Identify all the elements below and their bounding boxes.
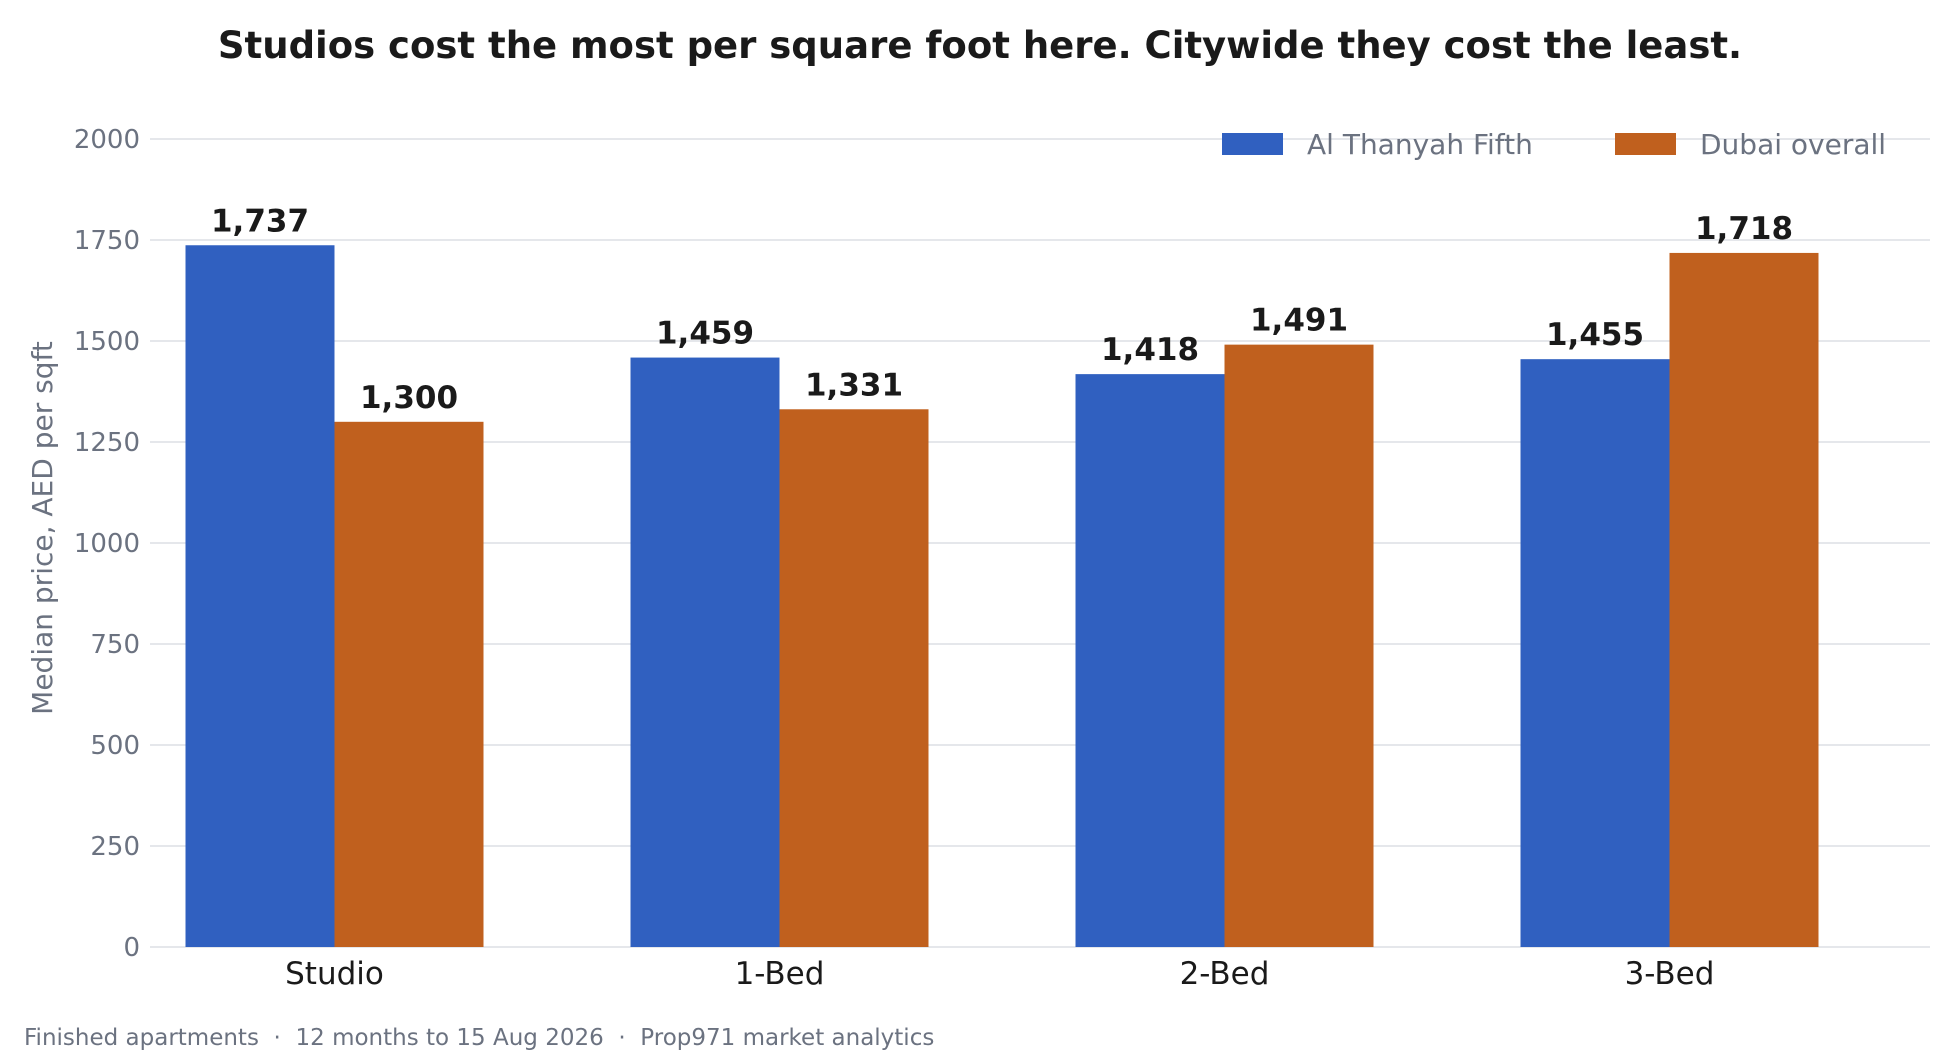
bar	[185, 245, 335, 947]
x-category-label: 2-Bed	[1180, 956, 1270, 992]
bar	[1669, 252, 1819, 948]
value-labels: 1,737 1,300 1,459 1,331 1,418 1,491 1,455 1,718	[211, 203, 1793, 416]
legend: Al Thanyah Fifth Dubai overall	[1222, 128, 1886, 161]
value-label: 1,331	[805, 367, 903, 403]
value-label: 1,737	[211, 203, 309, 239]
y-axis-label: Median price, AED per sqft	[26, 341, 59, 715]
y-tick-label: 1250	[74, 428, 140, 458]
bar	[779, 409, 929, 947]
footnote: Finished apartments · 12 months to 15 Au…	[24, 1025, 934, 1051]
value-label: 1,718	[1695, 211, 1793, 247]
x-category-label: 3-Bed	[1625, 956, 1715, 992]
chart-title: Studios cost the most per square foot he…	[218, 24, 1742, 67]
bar	[630, 357, 780, 948]
y-tick-label: 500	[90, 731, 140, 761]
y-tick-label: 0	[123, 933, 140, 963]
x-category-label: 1-Bed	[735, 956, 825, 992]
legend-label: Al Thanyah Fifth	[1307, 128, 1533, 161]
y-tick-label: 1000	[74, 529, 140, 559]
value-label: 1,459	[656, 316, 754, 352]
y-tick-label: 2000	[74, 125, 140, 155]
bar	[1075, 374, 1225, 947]
bar	[1520, 359, 1670, 947]
value-label: 1,491	[1250, 303, 1348, 339]
y-axis-ticks: 0 250 500 750 1000 1250 1500 1750 2000	[74, 125, 140, 963]
legend-label: Dubai overall	[1700, 128, 1886, 161]
x-axis-categories: Studio 1-Bed 2-Bed 3-Bed	[285, 956, 1714, 992]
y-tick-label: 250	[90, 832, 140, 862]
value-label: 1,300	[360, 380, 458, 416]
x-category-label: Studio	[285, 956, 384, 992]
y-tick-label: 750	[90, 630, 140, 660]
value-label: 1,418	[1101, 332, 1199, 368]
y-tick-label: 1750	[74, 226, 140, 256]
value-label: 1,455	[1546, 317, 1644, 353]
y-tick-label: 1500	[74, 327, 140, 357]
legend-swatch	[1222, 133, 1283, 155]
bar	[334, 421, 484, 947]
legend-swatch	[1615, 133, 1676, 155]
bar	[1224, 344, 1374, 947]
bars	[185, 245, 1819, 948]
